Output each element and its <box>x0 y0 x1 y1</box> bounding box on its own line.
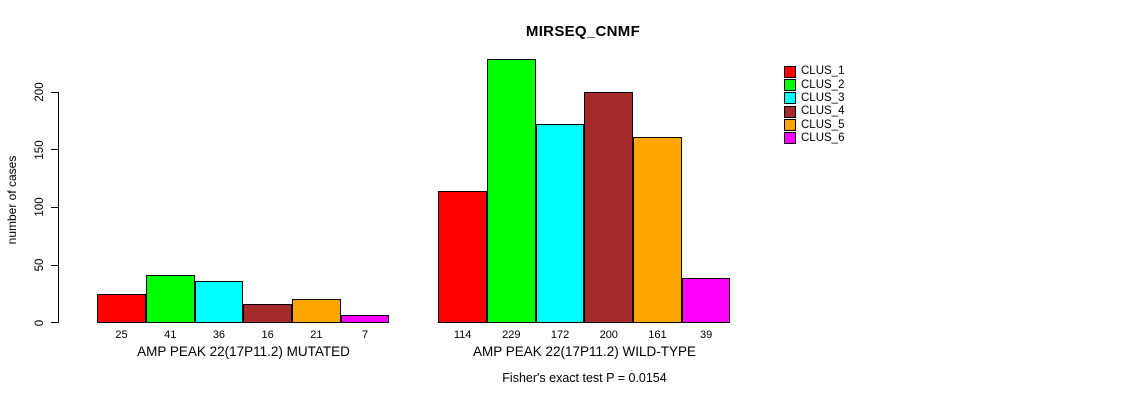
legend-label: CLUS_6 <box>801 131 845 144</box>
legend-item-clus_4: CLUS_4 <box>784 105 844 118</box>
bar-clus_4-group0 <box>243 304 292 323</box>
chart-title: MIRSEQ_CNMF <box>525 23 641 40</box>
legend-swatch-icon <box>784 119 796 132</box>
bar-clus_6-group0 <box>340 314 390 323</box>
y-axis-line <box>58 92 59 323</box>
bar-value-label: 161 <box>648 329 667 341</box>
y-tick-label: 100 <box>34 197 46 217</box>
bar-clus_5-group1 <box>633 137 682 323</box>
bar-value-label: 41 <box>164 329 177 341</box>
fisher-test-annotation: Fisher's exact test P = 0.0154 <box>502 371 667 385</box>
y-tick-label: 0 <box>34 319 46 326</box>
bar-clus_1-group0 <box>97 293 146 323</box>
y-tick-mark <box>51 206 58 208</box>
y-tick-mark <box>51 264 58 266</box>
bar-value-label: 16 <box>261 329 274 341</box>
bar-value-label: 25 <box>115 329 128 341</box>
bar-value-label: 36 <box>212 329 226 341</box>
bar-clus_6-group1 <box>681 277 731 323</box>
legend-item-clus_5: CLUS_5 <box>784 118 845 132</box>
bar-clus_2-group0 <box>145 275 195 323</box>
bar-clus_3-group0 <box>194 281 244 323</box>
y-axis-label: number of cases <box>5 155 19 245</box>
legend-label: CLUS_2 <box>801 78 845 91</box>
x-group-label-wildtype: AMP PEAK 22(17P11.2) WILD-TYPE <box>472 344 697 359</box>
bar-clus_2-group1 <box>487 58 536 323</box>
y-tick-mark <box>51 149 58 151</box>
legend-item-clus_2: CLUS_2 <box>784 78 845 92</box>
legend-swatch-icon <box>784 65 796 78</box>
bar-clus_3-group1 <box>535 124 585 323</box>
bar-clus_1-group1 <box>438 191 487 323</box>
y-tick-label: 200 <box>34 82 46 102</box>
y-tick-mark <box>51 322 58 324</box>
bar-value-label: 200 <box>599 329 618 341</box>
bar-value-label: 21 <box>310 329 323 341</box>
y-tick-mark <box>51 91 58 93</box>
bar-value-label: 7 <box>361 329 369 341</box>
bar-value-label: 172 <box>550 329 570 341</box>
legend-swatch-icon <box>784 92 796 105</box>
y-tick-label: 150 <box>34 140 46 160</box>
legend-item-clus_3: CLUS_3 <box>784 92 844 105</box>
legend-label: CLUS_5 <box>801 118 845 131</box>
legend-item-clus_1: CLUS_1 <box>784 65 844 78</box>
legend: CLUS_1 CLUS_2 CLUS_3 CLUS_4 CLUS_5 CLUS_6 <box>784 65 844 145</box>
bar-clus_5-group0 <box>292 298 341 323</box>
legend-label: CLUS_4 <box>801 105 845 118</box>
legend-swatch-icon <box>784 79 796 92</box>
bar-value-label: 39 <box>700 329 713 341</box>
x-group-label-mutated: AMP PEAK 22(17P11.2) MUTATED <box>137 344 350 359</box>
legend-item-clus_6: CLUS_6 <box>784 132 844 145</box>
legend-swatch-icon <box>784 132 796 145</box>
bar-clus_4-group1 <box>584 92 634 323</box>
legend-swatch-icon <box>784 105 796 118</box>
bar-value-label: 114 <box>453 329 472 341</box>
y-tick-label: 50 <box>34 258 46 272</box>
bar-value-label: 229 <box>502 329 521 341</box>
legend-label: CLUS_1 <box>801 65 845 78</box>
legend-label: CLUS_3 <box>801 91 845 104</box>
